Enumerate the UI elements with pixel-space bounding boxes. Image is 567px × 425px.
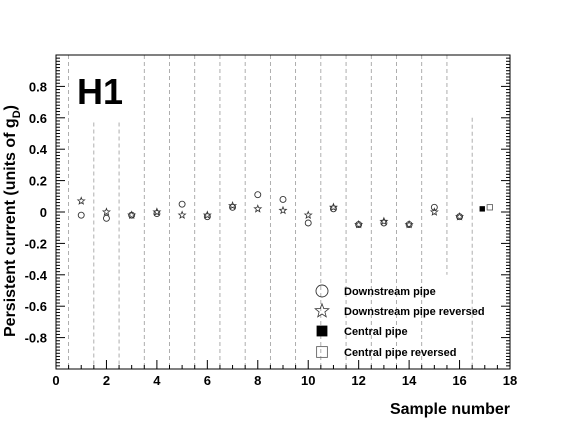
x-tick-label-4: 4 [153,373,161,388]
legend-marker-2 [316,325,328,337]
sample-separators [68,55,473,369]
x-tick-label-12: 12 [351,373,365,388]
point-series1-13 [404,219,414,229]
point-series1-5 [202,210,212,219]
point-series1-8 [278,205,288,215]
y-tick-label-1: 0.6 [29,111,47,126]
x-tick-label-6: 6 [204,373,211,388]
x-tick-label-10: 10 [301,373,315,388]
y-tick-label-7: -0.6 [25,299,47,314]
y-tick-label-8: -0.8 [25,331,47,346]
y-tick-label-0: 0.8 [29,79,47,94]
panel-label: H1 [77,71,123,112]
point-series1-7 [253,204,263,213]
y-axis-title: Persistent current (units of gD) [2,105,23,337]
point-series1-1 [101,207,111,216]
point-series0-9 [304,219,312,227]
point-series0-10 [329,205,337,213]
axis-ticks [55,54,511,370]
legend-label-2: Central pipe [344,326,408,338]
y-tick-label-5: -0.2 [25,236,47,251]
point-series0-8 [279,195,287,203]
y-tick-label-3: 0.2 [29,174,47,189]
point-series0-6 [229,203,237,211]
y-tick-label-4: 0 [40,205,47,220]
legend-label-3: Central pipe reversed [344,347,457,359]
legend-marker-1 [314,302,330,318]
point-series1-9 [303,210,313,219]
point-series1-6 [228,200,238,210]
point-series1-4 [177,210,187,219]
y-tick-label-6: -0.4 [25,268,48,283]
point-series1-2 [127,210,137,219]
point-series0-0 [77,211,85,219]
point-series0-1 [102,214,110,222]
point-series1-11 [354,219,364,229]
legend-label-1: Downstream pipe reversed [344,306,485,318]
x-tick-label-16: 16 [452,373,466,388]
y-axis-title-main: Persistent current (units of g [2,118,19,337]
point-series2-0 [479,206,485,212]
x-tick-label-18: 18 [503,373,517,388]
x-tick-label-14: 14 [402,373,417,388]
y-tick-label-2: 0.4 [29,142,48,157]
axis-tick-labels: 0 2 4 6 8 10 12 14 16 18 0.8 0.6 0.4 0.2 0 -0.2 -0.4 -0.6… [25,79,518,388]
data-points [76,191,493,229]
legend-label-0: Downstream pipe [344,286,436,298]
point-series3-0 [486,204,493,211]
x-tick-label-0: 0 [52,373,59,388]
y-axis-title-close: ) [2,105,19,110]
x-tick-label-8: 8 [254,373,261,388]
point-series0-3 [153,210,161,218]
legend-marker-3 [316,346,328,358]
point-series0-7 [254,191,262,199]
point-series1-15 [455,211,465,221]
point-series1-0 [76,196,86,205]
point-series1-3 [152,207,162,216]
point-series1-10 [328,202,338,212]
legend-marker-0 [315,284,329,298]
point-series0-12 [380,219,388,227]
point-series0-4 [178,200,186,208]
y-axis-title-subscript: D [11,110,23,118]
x-tick-label-2: 2 [103,373,110,388]
x-axis-title: Sample number [390,401,510,418]
point-series1-14 [429,207,439,216]
point-series1-12 [379,216,389,226]
point-series0-14 [430,203,438,211]
point-series0-5 [203,213,211,221]
legend: Downstream pipe Downstream pipe reversed C… [314,284,485,359]
